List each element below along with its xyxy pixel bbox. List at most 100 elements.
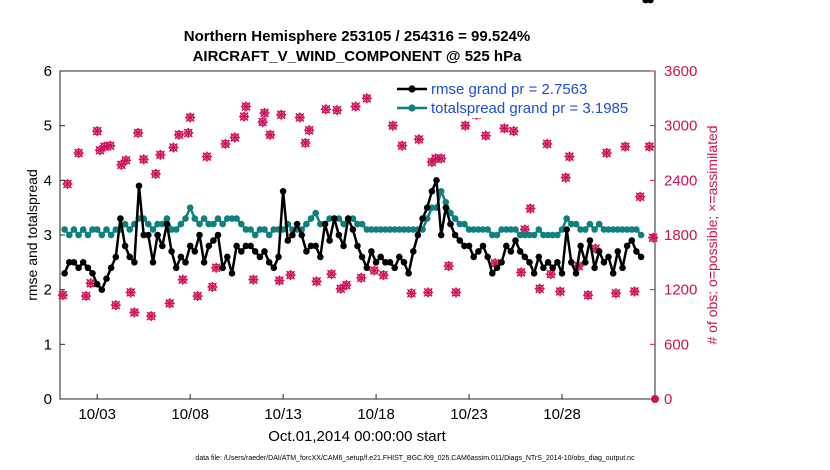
- spread-point: [368, 226, 375, 233]
- y-tick-label-right: 2400: [664, 172, 697, 189]
- spread-point: [540, 231, 547, 239]
- rmse-point: [344, 215, 352, 222]
- rmse-point: [516, 248, 524, 255]
- obs-marker: [274, 275, 285, 286]
- rmse-point: [298, 231, 306, 239]
- spread-point: [121, 220, 129, 228]
- spread-point: [93, 226, 101, 233]
- rmse-point: [456, 237, 464, 244]
- spread-point: [479, 226, 487, 233]
- rmse-point: [423, 204, 431, 211]
- obs-marker: [257, 117, 268, 128]
- spread-point: [75, 231, 82, 239]
- obs-marker: [239, 111, 250, 122]
- rmse-point: [405, 270, 412, 277]
- spread-point: [340, 220, 347, 228]
- rmse-point: [121, 242, 129, 250]
- spread-point: [242, 226, 250, 233]
- obs-marker: [555, 286, 566, 297]
- obs-marker: [105, 140, 116, 151]
- rmse-point: [205, 242, 213, 250]
- obs-marker: [350, 101, 361, 112]
- spread-point: [572, 220, 580, 228]
- rmse-point: [419, 215, 426, 222]
- spread-point: [335, 215, 343, 222]
- obs-marker: [229, 132, 240, 143]
- obs-marker: [62, 178, 73, 189]
- axes: 0 1 2 3 4 5 6 0 600 1200 1800 2400 3000 3600 10/03 10/0…: [44, 63, 698, 423]
- rmse-point: [149, 259, 157, 266]
- rmse-point: [484, 253, 492, 261]
- rmse-point: [89, 270, 96, 277]
- spread-point: [549, 231, 556, 239]
- spread-point: [512, 226, 519, 233]
- rmse-point: [489, 270, 496, 277]
- obs-marker: [516, 267, 527, 278]
- spread-point: [312, 209, 320, 217]
- spread-point: [396, 226, 403, 233]
- rmse-point: [159, 242, 166, 250]
- spread-point: [600, 226, 608, 233]
- spread-point: [563, 215, 570, 222]
- obs-marker: [620, 141, 631, 152]
- obs-marker: [356, 272, 367, 283]
- rmse-point: [633, 248, 640, 255]
- rmse-point: [279, 188, 287, 195]
- spread-point: [89, 226, 96, 233]
- rmse-point: [70, 259, 78, 266]
- rmse-point: [200, 259, 208, 266]
- rmse-point: [140, 231, 147, 239]
- obs-marker: [174, 129, 184, 140]
- spread-point: [377, 226, 385, 233]
- spread-point: [317, 220, 324, 228]
- obs-marker: [201, 151, 212, 162]
- rmse-point: [238, 248, 245, 255]
- spread-point: [372, 226, 380, 233]
- rmse-point: [526, 259, 533, 266]
- spread-point: [256, 226, 264, 233]
- spread-point: [386, 226, 394, 233]
- obs-marker: [326, 269, 337, 280]
- obs-marker: [361, 93, 372, 104]
- rmse-point: [93, 280, 101, 288]
- rmse-point: [154, 231, 161, 239]
- spread-point: [637, 231, 645, 239]
- rmse-point: [284, 237, 292, 244]
- spread-point: [526, 231, 533, 239]
- spread-point: [238, 220, 245, 228]
- obs-marker: [525, 203, 536, 214]
- obs-marker: [341, 280, 352, 291]
- spread-point: [577, 226, 584, 233]
- rmse-point: [135, 182, 143, 190]
- obs-marker: [192, 291, 203, 302]
- spread-point: [126, 226, 133, 233]
- rmse-point: [605, 253, 612, 261]
- rmse-point: [247, 242, 254, 250]
- obs-marker: [265, 129, 276, 140]
- spread-point: [405, 226, 412, 233]
- spread-point: [623, 226, 631, 233]
- rmse-point: [461, 242, 468, 250]
- y-tick-label-right: 3000: [664, 118, 697, 135]
- spread-point: [609, 226, 617, 233]
- rmse-point: [242, 242, 250, 250]
- legend-box: [392, 78, 652, 118]
- obs-marker: [480, 130, 491, 141]
- y-tick-label: 1: [44, 336, 52, 353]
- spread-point: [265, 231, 273, 239]
- series-lines: [61, 0, 654, 294]
- rmse-point: [414, 231, 422, 239]
- obs-marker: [335, 283, 346, 294]
- spread-point: [489, 231, 496, 239]
- rmse-point: [251, 248, 259, 255]
- spread-point: [107, 231, 115, 239]
- obs-marker: [542, 138, 553, 149]
- rmse-point: [386, 259, 394, 266]
- rmse-point: [512, 237, 519, 244]
- spread-point: [363, 226, 371, 233]
- rmse-point: [265, 259, 273, 266]
- obs-marker: [423, 287, 434, 298]
- rmse-point: [270, 264, 278, 272]
- rmse-point: [191, 248, 199, 255]
